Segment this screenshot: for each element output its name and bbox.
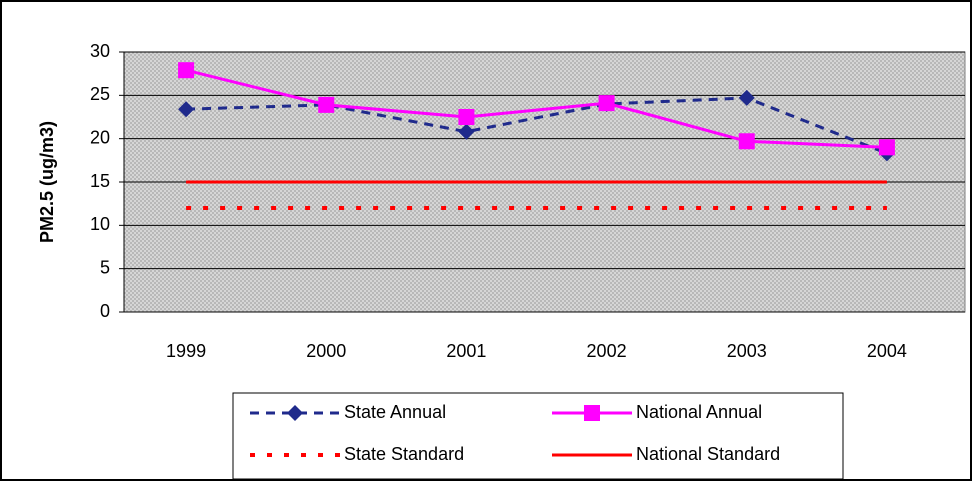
x-tick-label: 2002 [587, 341, 627, 361]
series-line [186, 96, 888, 155]
marker [584, 405, 600, 421]
y-tick-label: 15 [90, 171, 110, 191]
x-tick-label: 2001 [446, 341, 486, 361]
marker [178, 62, 195, 79]
legend-label: State Annual [344, 402, 446, 422]
legend-label: National Annual [636, 402, 762, 422]
marker [287, 405, 303, 421]
x-tick-label: 1999 [166, 341, 206, 361]
marker [598, 95, 615, 112]
y-tick-label: 25 [90, 84, 110, 104]
y-tick-label: 10 [90, 214, 110, 234]
y-axis-label: PM2.5 (ug/m3) [37, 121, 57, 243]
marker [318, 96, 335, 113]
marker [878, 139, 895, 156]
marker [458, 109, 475, 125]
x-tick-label: 2003 [727, 341, 767, 361]
legend-box [232, 392, 844, 480]
marker [738, 133, 755, 150]
y-tick-label: 0 [100, 301, 110, 321]
x-tick-label: 2000 [306, 341, 346, 361]
marker [738, 89, 755, 106]
y-tick-label: 5 [100, 257, 110, 277]
marker [178, 101, 195, 118]
x-tick-label: 2004 [867, 341, 907, 361]
legend-label: National Standard [636, 444, 780, 464]
marker [458, 123, 475, 140]
y-tick-label: 20 [90, 127, 110, 147]
legend-label: State Standard [344, 444, 464, 464]
series-line [185, 68, 887, 149]
y-tick-label: 30 [90, 41, 110, 61]
